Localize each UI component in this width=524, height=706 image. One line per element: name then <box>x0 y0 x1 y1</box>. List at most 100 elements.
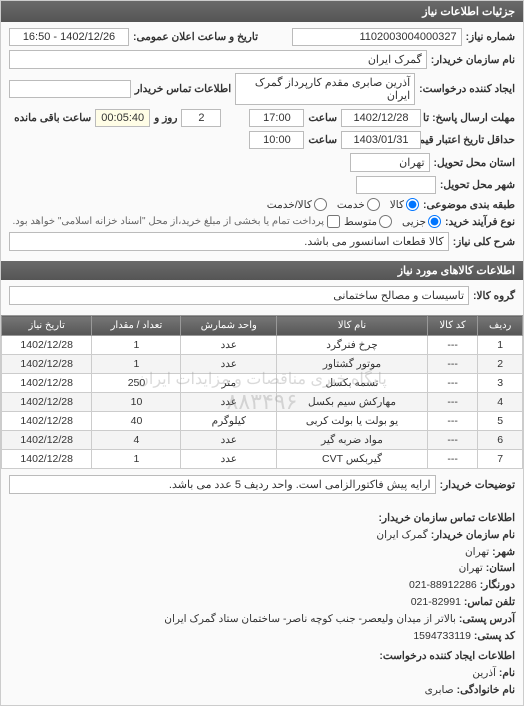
buyer-org: گمرک ایران <box>9 50 427 69</box>
radio-partial[interactable] <box>428 215 441 228</box>
contact-phone-label: تلفن تماس: <box>464 596 515 608</box>
request-number: 1102003004000327 <box>292 28 462 46</box>
validity-label: حداقل تاریخ اعتبار قیمت: تا تاریخ: <box>425 134 515 146</box>
contact-province-label: استان: <box>486 562 515 574</box>
cell-row: 2 <box>478 355 523 374</box>
announce-dt-label: تاریخ و ساعت اعلان عمومی: <box>133 31 258 43</box>
remaining-days: 2 <box>181 109 221 127</box>
radio-goods-label: کالا <box>390 199 404 211</box>
cell-name: مواد ضربه گیر <box>277 431 428 450</box>
cell-code: --- <box>427 374 478 393</box>
cell-row: 4 <box>478 393 523 412</box>
contact-fax: 88912286-021 <box>409 579 477 591</box>
col-code: کد کالا <box>427 316 478 336</box>
delivery-province-label: استان محل تحویل: <box>434 157 515 169</box>
process-type-label: نوع فرآیند خرید: <box>445 216 515 228</box>
contact-postcode: 1594733119 <box>413 630 471 642</box>
validity-time: 10:00 <box>249 131 304 149</box>
cell-code: --- <box>427 355 478 374</box>
cell-unit: متر <box>181 374 277 393</box>
contact-fax-label: دورنگار: <box>480 579 515 591</box>
cell-name: تسمه بکسل <box>277 374 428 393</box>
radio-goods-service[interactable] <box>314 198 327 211</box>
radio-goods[interactable] <box>406 198 419 211</box>
cell-date: 1402/12/28 <box>2 336 92 355</box>
announce-dt: 1402/12/26 - 16:50 <box>9 28 129 46</box>
cell-name: مهارکش سیم بکسل <box>277 393 428 412</box>
cell-code: --- <box>427 431 478 450</box>
cell-date: 1402/12/28 <box>2 374 92 393</box>
table-row: 3---تسمه بکسلمتر2501402/12/28 <box>2 374 523 393</box>
cell-unit: عدد <box>181 393 277 412</box>
cell-code: --- <box>427 336 478 355</box>
cell-date: 1402/12/28 <box>2 450 92 469</box>
col-date: تاریخ نیاز <box>2 316 92 336</box>
table-row: 2---موتور گشتاورعدد11402/12/28 <box>2 355 523 374</box>
cell-unit: عدد <box>181 355 277 374</box>
requester: آذرین صابری مقدم کارپرداز گمرک ایران <box>235 73 415 105</box>
radio-partial-label: جزیی <box>402 216 426 228</box>
contact-org-label: نام سازمان خریدار: <box>431 529 515 541</box>
process-type-group: جزیی متوسط <box>344 215 441 228</box>
process-note: پرداخت تمام یا بخشی از مبلغ خرید،از محل … <box>12 216 324 227</box>
cell-code: --- <box>427 450 478 469</box>
cell-date: 1402/12/28 <box>2 412 92 431</box>
table-row: 7---گیربکس CVTعدد11402/12/28 <box>2 450 523 469</box>
classification-label: طبقه بندی موضوعی: <box>423 199 515 211</box>
cell-qty: 1 <box>92 336 181 355</box>
delivery-city-label: شهر محل تحویل: <box>440 179 515 191</box>
cell-code: --- <box>427 393 478 412</box>
cell-unit: عدد <box>181 336 277 355</box>
cell-qty: 1 <box>92 450 181 469</box>
col-name: نام کالا <box>277 316 428 336</box>
request-number-label: شماره نیاز: <box>466 31 515 43</box>
cell-date: 1402/12/28 <box>2 431 92 450</box>
delivery-province: تهران <box>350 153 430 172</box>
contact-city-label: شهر: <box>492 546 515 558</box>
radio-medium[interactable] <box>379 215 392 228</box>
cell-unit: عدد <box>181 431 277 450</box>
cell-name: موتور گشتاور <box>277 355 428 374</box>
classification-group: کالا خدمت کالا/خدمت <box>267 198 419 211</box>
deadline-send-label: مهلت ارسال پاسخ: تا تاریخ: <box>425 112 515 124</box>
cell-row: 1 <box>478 336 523 355</box>
table-row: 1---چرخ فنرگردعدد11402/12/28 <box>2 336 523 355</box>
cell-row: 6 <box>478 431 523 450</box>
contact-surname: صابری <box>425 684 454 696</box>
time-label-1: ساعت <box>308 112 337 124</box>
cell-qty: 40 <box>92 412 181 431</box>
contact-org: گمرک ایران <box>376 529 427 541</box>
buyer-note: ارایه پیش فاکتورالزامی است. واحد ردیف 5 … <box>9 475 436 494</box>
cell-qty: 250 <box>92 374 181 393</box>
cell-qty: 10 <box>92 393 181 412</box>
table-row: 4---مهارکش سیم بکسلعدد101402/12/28 <box>2 393 523 412</box>
requester-label: ایجاد کننده درخواست: <box>419 83 515 95</box>
buyer-note-label: توضیحات خریدار: <box>440 479 515 491</box>
time-label-2: ساعت <box>308 134 337 146</box>
treasury-checkbox[interactable] <box>327 215 340 228</box>
buyer-contact-label: اطلاعات تماس خریدار <box>135 83 231 95</box>
validity-date: 1403/01/31 <box>341 131 421 149</box>
contact-phone: 82991-021 <box>411 596 461 608</box>
deadline-send-date: 1402/12/28 <box>341 109 421 127</box>
remaining-time: 00:05:40 <box>95 109 150 127</box>
cell-row: 3 <box>478 374 523 393</box>
cell-qty: 4 <box>92 431 181 450</box>
deadline-send-time: 17:00 <box>249 109 304 127</box>
requester-header: اطلاعات ایجاد کننده درخواست: <box>379 650 515 662</box>
col-qty: تعداد / مقدار <box>92 316 181 336</box>
col-row: ردیف <box>478 316 523 336</box>
contact-address-label: آدرس پستی: <box>459 613 515 625</box>
radio-goods-service-label: کالا/خدمت <box>267 199 312 211</box>
goods-info-header: اطلاعات کالاهای مورد نیاز <box>1 261 523 280</box>
cell-unit: کیلوگرم <box>181 412 277 431</box>
radio-service[interactable] <box>367 198 380 211</box>
cell-unit: عدد <box>181 450 277 469</box>
contact-address: بالاتر از میدان ولیعصر- جنب کوچه ناصر- س… <box>164 613 456 625</box>
buyer-org-label: نام سازمان خریدار: <box>431 54 515 66</box>
need-title: کالا قطعات اسانسور می باشد. <box>9 232 449 251</box>
table-row: 6---مواد ضربه گیرعدد41402/12/28 <box>2 431 523 450</box>
cell-name: گیربکس CVT <box>277 450 428 469</box>
contact-surname-label: نام خانوادگی: <box>457 684 515 696</box>
details-header: جزئیات اطلاعات نیاز <box>1 1 523 22</box>
